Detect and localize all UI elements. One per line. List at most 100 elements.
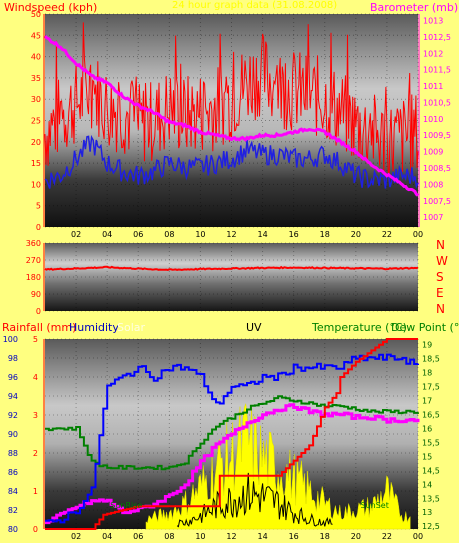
x-tick-label: 12 [226,532,236,541]
x-tick-label: 10 [195,532,205,541]
wind-y-tick: 20 [31,138,41,147]
wind-y-tick: 30 [31,95,41,104]
legend-uv: UV [246,321,262,334]
temperature-series [45,403,420,525]
direction-y-tick: 270 [26,256,41,265]
baro-y-tick: 1010 [423,115,443,124]
temp-y-tick: 14 [422,480,432,489]
humidity-series [45,353,419,524]
rain-y-tick: 1 [33,487,38,496]
x-tick-label: 08 [164,230,174,239]
humidity-y-tick: 86 [8,468,18,477]
wind-gust-series [44,22,419,182]
humidity-y-tick: 98 [8,354,18,363]
x-tick-label: 04 [102,532,112,541]
barometer-title: Barometer (mb) [370,1,458,14]
humidity-y-tick: 88 [8,449,18,458]
wind-y-tick: 40 [31,53,41,62]
wind-y-tick: 0 [36,223,41,232]
wind-y-tick: 25 [31,117,41,126]
x-tick-label: 08 [164,532,174,541]
direction-y-tick: 0 [36,307,41,316]
x-tick-label: 16 [289,532,299,541]
temp-y-tick: 16 [422,424,432,433]
rain-y-tick: 5 [33,335,38,344]
temp-y-tick: 14,5 [422,466,440,475]
wind-y-tick: 10 [31,180,41,189]
legend-humidity: Humidity [69,321,119,334]
x-tick-label: 02 [71,532,81,541]
graph-date-title: 24 hour graph data (31.08.2008) [172,0,337,11]
temp-y-tick: 18 [422,369,432,378]
x-tick-label: 18 [320,230,330,239]
baro-y-tick: 1012 [423,49,443,58]
temp-y-tick: 17,5 [422,383,440,392]
wind-y-tick: 5 [36,202,41,211]
baro-y-tick: 1007 [423,213,443,222]
temp-y-tick: 19 [422,341,432,350]
sunset-label: SunSet [360,501,388,510]
baro-y-tick: 1007,5 [423,197,451,206]
direction-y-tick: 90 [31,290,41,299]
wind-average-series [44,134,419,189]
compass-label: E [436,286,444,300]
compass-label: N [436,302,445,316]
x-tick-label: 10 [195,230,205,239]
humidity-y-tick: 100 [3,335,18,344]
sunrise-label: SunRise [110,501,142,510]
legend-dewpoint: Dew Point (°C) [391,321,459,334]
humidity-y-tick: 80 [8,525,18,534]
x-tick-label: 14 [257,230,267,239]
compass-label: N [436,238,445,252]
x-tick-label: 00 [413,532,423,541]
wind-y-tick: 45 [31,31,41,40]
rainfall-series [45,338,418,530]
humidity-y-tick: 84 [8,487,18,496]
humidity-y-tick: 96 [8,373,18,382]
x-tick-label: 22 [382,532,392,541]
x-tick-label: 06 [133,532,143,541]
x-tick-label: 00 [413,230,423,239]
rain-y-tick: 0 [33,525,38,534]
x-tick-label: 04 [102,230,112,239]
humidity-y-tick: 92 [8,411,18,420]
wind-direction-series [44,265,419,272]
x-tick-label: 02 [71,230,81,239]
barometer-series [43,35,419,197]
humidity-y-tick: 90 [8,430,18,439]
dewpoint-series [45,395,419,471]
compass-label: W [436,254,448,268]
temp-y-tick: 15 [422,452,432,461]
direction-plot-area [45,243,418,311]
temp-y-tick: 16,5 [422,410,440,419]
legend-temperature: Temperature (°C) [311,321,407,334]
baro-y-tick: 1008 [423,180,443,189]
baro-y-tick: 1012,5 [423,33,451,42]
uv-series [176,472,333,528]
baro-y-tick: 1009 [423,148,443,157]
windspeed-title: Windspeed (kph) [4,1,97,14]
direction-y-tick: 360 [26,239,41,248]
baro-y-tick: 1011 [423,82,443,91]
wind-y-tick: 15 [31,159,41,168]
humidity-y-tick: 94 [8,392,18,401]
x-tick-label: 20 [351,230,361,239]
direction-y-tick: 180 [26,273,41,282]
compass-label: S [436,270,444,284]
temp-y-tick: 17 [422,396,432,405]
x-tick-label: 22 [382,230,392,239]
baro-y-tick: 1008,5 [423,164,451,173]
x-tick-label: 18 [320,532,330,541]
baro-y-tick: 1013 [423,17,443,26]
temp-y-tick: 13 [422,508,432,517]
baro-y-tick: 1010,5 [423,98,451,107]
x-tick-label: 06 [133,230,143,239]
x-tick-label: 20 [351,532,361,541]
temp-y-tick: 18,5 [422,355,440,364]
x-tick-label: 14 [257,532,267,541]
rain-y-tick: 3 [33,411,38,420]
rain-y-tick: 2 [33,449,38,458]
wind-y-tick: 35 [31,74,41,83]
wind-y-tick: 50 [31,10,41,19]
